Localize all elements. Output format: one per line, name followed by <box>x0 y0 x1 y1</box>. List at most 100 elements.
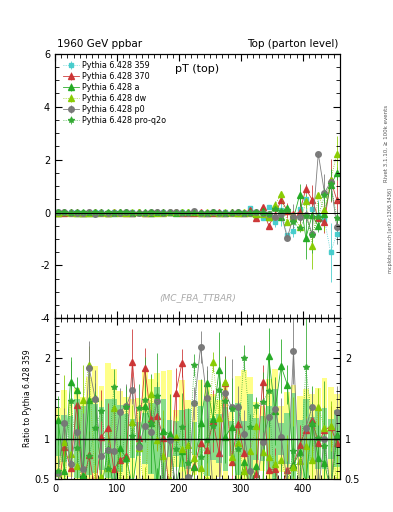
Bar <box>328 419 334 459</box>
Bar <box>297 420 303 457</box>
Bar <box>222 382 228 495</box>
Bar <box>92 404 98 473</box>
Bar <box>316 408 321 469</box>
Bar <box>185 400 191 477</box>
Bar <box>80 406 86 472</box>
Bar <box>303 399 309 478</box>
Bar <box>285 413 290 464</box>
Bar <box>161 371 166 506</box>
Bar <box>105 363 110 512</box>
Bar <box>198 406 204 471</box>
Bar <box>80 397 86 480</box>
Bar <box>216 400 222 478</box>
Bar <box>167 420 173 457</box>
Bar <box>291 385 296 493</box>
Bar <box>278 406 284 472</box>
Y-axis label: Ratio to Pythia 6.428 359: Ratio to Pythia 6.428 359 <box>23 350 32 447</box>
Bar <box>173 410 179 467</box>
Bar <box>136 398 141 479</box>
Bar <box>198 380 204 497</box>
Bar <box>210 394 216 483</box>
Bar <box>247 377 253 501</box>
Bar <box>179 411 185 467</box>
Bar <box>272 389 278 488</box>
Legend: Pythia 6.428 359, Pythia 6.428 370, Pythia 6.428 a, Pythia 6.428 dw, Pythia 6.42: Pythia 6.428 359, Pythia 6.428 370, Pyth… <box>61 59 168 127</box>
Bar <box>210 418 216 460</box>
Bar <box>285 392 290 485</box>
Bar <box>55 421 61 456</box>
Bar <box>297 396 303 481</box>
Text: 1960 GeV ppbar: 1960 GeV ppbar <box>57 38 142 49</box>
Bar <box>74 388 79 489</box>
Bar <box>105 399 110 478</box>
Bar <box>316 388 321 490</box>
Bar <box>266 406 272 472</box>
Bar <box>260 407 265 471</box>
Bar <box>142 413 148 464</box>
Bar <box>278 422 284 455</box>
Bar <box>61 390 67 487</box>
Bar <box>272 369 278 508</box>
Bar <box>123 397 129 481</box>
Bar <box>99 408 104 470</box>
Bar <box>161 398 166 479</box>
Bar <box>229 412 234 465</box>
Bar <box>68 416 73 462</box>
Bar <box>229 421 234 456</box>
Bar <box>111 369 117 508</box>
Bar <box>130 399 135 478</box>
Bar <box>321 378 327 500</box>
Bar <box>111 398 117 479</box>
Bar <box>167 370 173 507</box>
Bar <box>253 418 259 460</box>
Bar <box>204 383 209 494</box>
Text: Top (parton level): Top (parton level) <box>247 38 339 49</box>
Bar <box>86 402 92 476</box>
Bar <box>148 403 154 474</box>
Bar <box>136 422 141 456</box>
Bar <box>241 421 247 456</box>
Bar <box>148 379 154 499</box>
Bar <box>117 405 123 472</box>
Bar <box>185 409 191 468</box>
Text: pT (top): pT (top) <box>175 65 220 74</box>
Bar <box>191 402 197 475</box>
Bar <box>260 416 265 461</box>
Bar <box>334 394 340 484</box>
Bar <box>222 407 228 471</box>
Bar <box>266 379 272 498</box>
Bar <box>216 414 222 463</box>
Bar <box>253 402 259 476</box>
Text: (MC_FBA_TTBAR): (MC_FBA_TTBAR) <box>159 293 236 302</box>
Bar <box>247 394 253 483</box>
Bar <box>235 402 241 475</box>
Bar <box>142 370 148 507</box>
Bar <box>86 376 92 501</box>
Bar <box>74 399 79 478</box>
Bar <box>303 390 309 488</box>
Bar <box>334 410 340 467</box>
Bar <box>173 421 179 456</box>
Bar <box>117 391 123 486</box>
Bar <box>328 387 334 490</box>
Bar <box>92 366 98 511</box>
Bar <box>61 415 67 462</box>
Bar <box>123 414 129 463</box>
Bar <box>68 400 73 477</box>
Bar <box>309 417 315 460</box>
Bar <box>321 408 327 469</box>
Text: Rivet 3.1.10, ≥ 100k events: Rivet 3.1.10, ≥ 100k events <box>384 105 388 182</box>
Bar <box>99 386 104 491</box>
Bar <box>309 394 315 483</box>
Bar <box>241 370 247 507</box>
Bar <box>55 408 61 470</box>
Bar <box>204 401 209 476</box>
Bar <box>191 422 197 455</box>
Bar <box>154 373 160 504</box>
Bar <box>291 393 296 484</box>
Bar <box>179 380 185 497</box>
Bar <box>154 387 160 490</box>
Bar <box>235 376 241 502</box>
Bar <box>130 419 135 458</box>
Text: mcplots.cern.ch [arXiv:1306.3436]: mcplots.cern.ch [arXiv:1306.3436] <box>388 188 393 273</box>
